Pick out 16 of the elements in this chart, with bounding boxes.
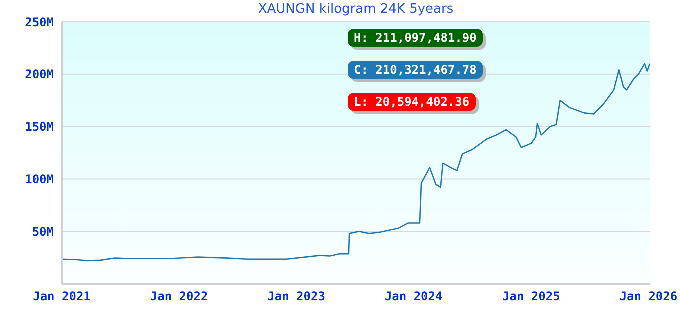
annotation: H: 211,097,481.90 — [348, 29, 483, 47]
y-tick-label: 100M — [25, 172, 54, 186]
annotation: L: 20,594,402.36 — [348, 93, 476, 111]
y-tick-label: 250M — [25, 15, 54, 30]
line-series — [62, 63, 650, 262]
x-tick-label: Jan 2021 — [33, 290, 91, 304]
x-tick-label: Jan 2022 — [150, 290, 208, 304]
x-tick-label: Jan 2024 — [384, 290, 443, 304]
y-tick-label: 150M — [25, 120, 54, 134]
annotation: C: 210,321,467.78 — [348, 61, 483, 79]
y-tick-label: 50M — [32, 224, 54, 239]
chart-title: XAUNGN kilogram 24K 5years — [257, 2, 455, 17]
x-tick-label: Jan 2023 — [268, 290, 326, 304]
x-tick-label: Jan 2026 — [620, 290, 678, 304]
y-tick-label: 200M — [25, 68, 54, 82]
x-tick-label: Jan 2025 — [502, 290, 560, 304]
